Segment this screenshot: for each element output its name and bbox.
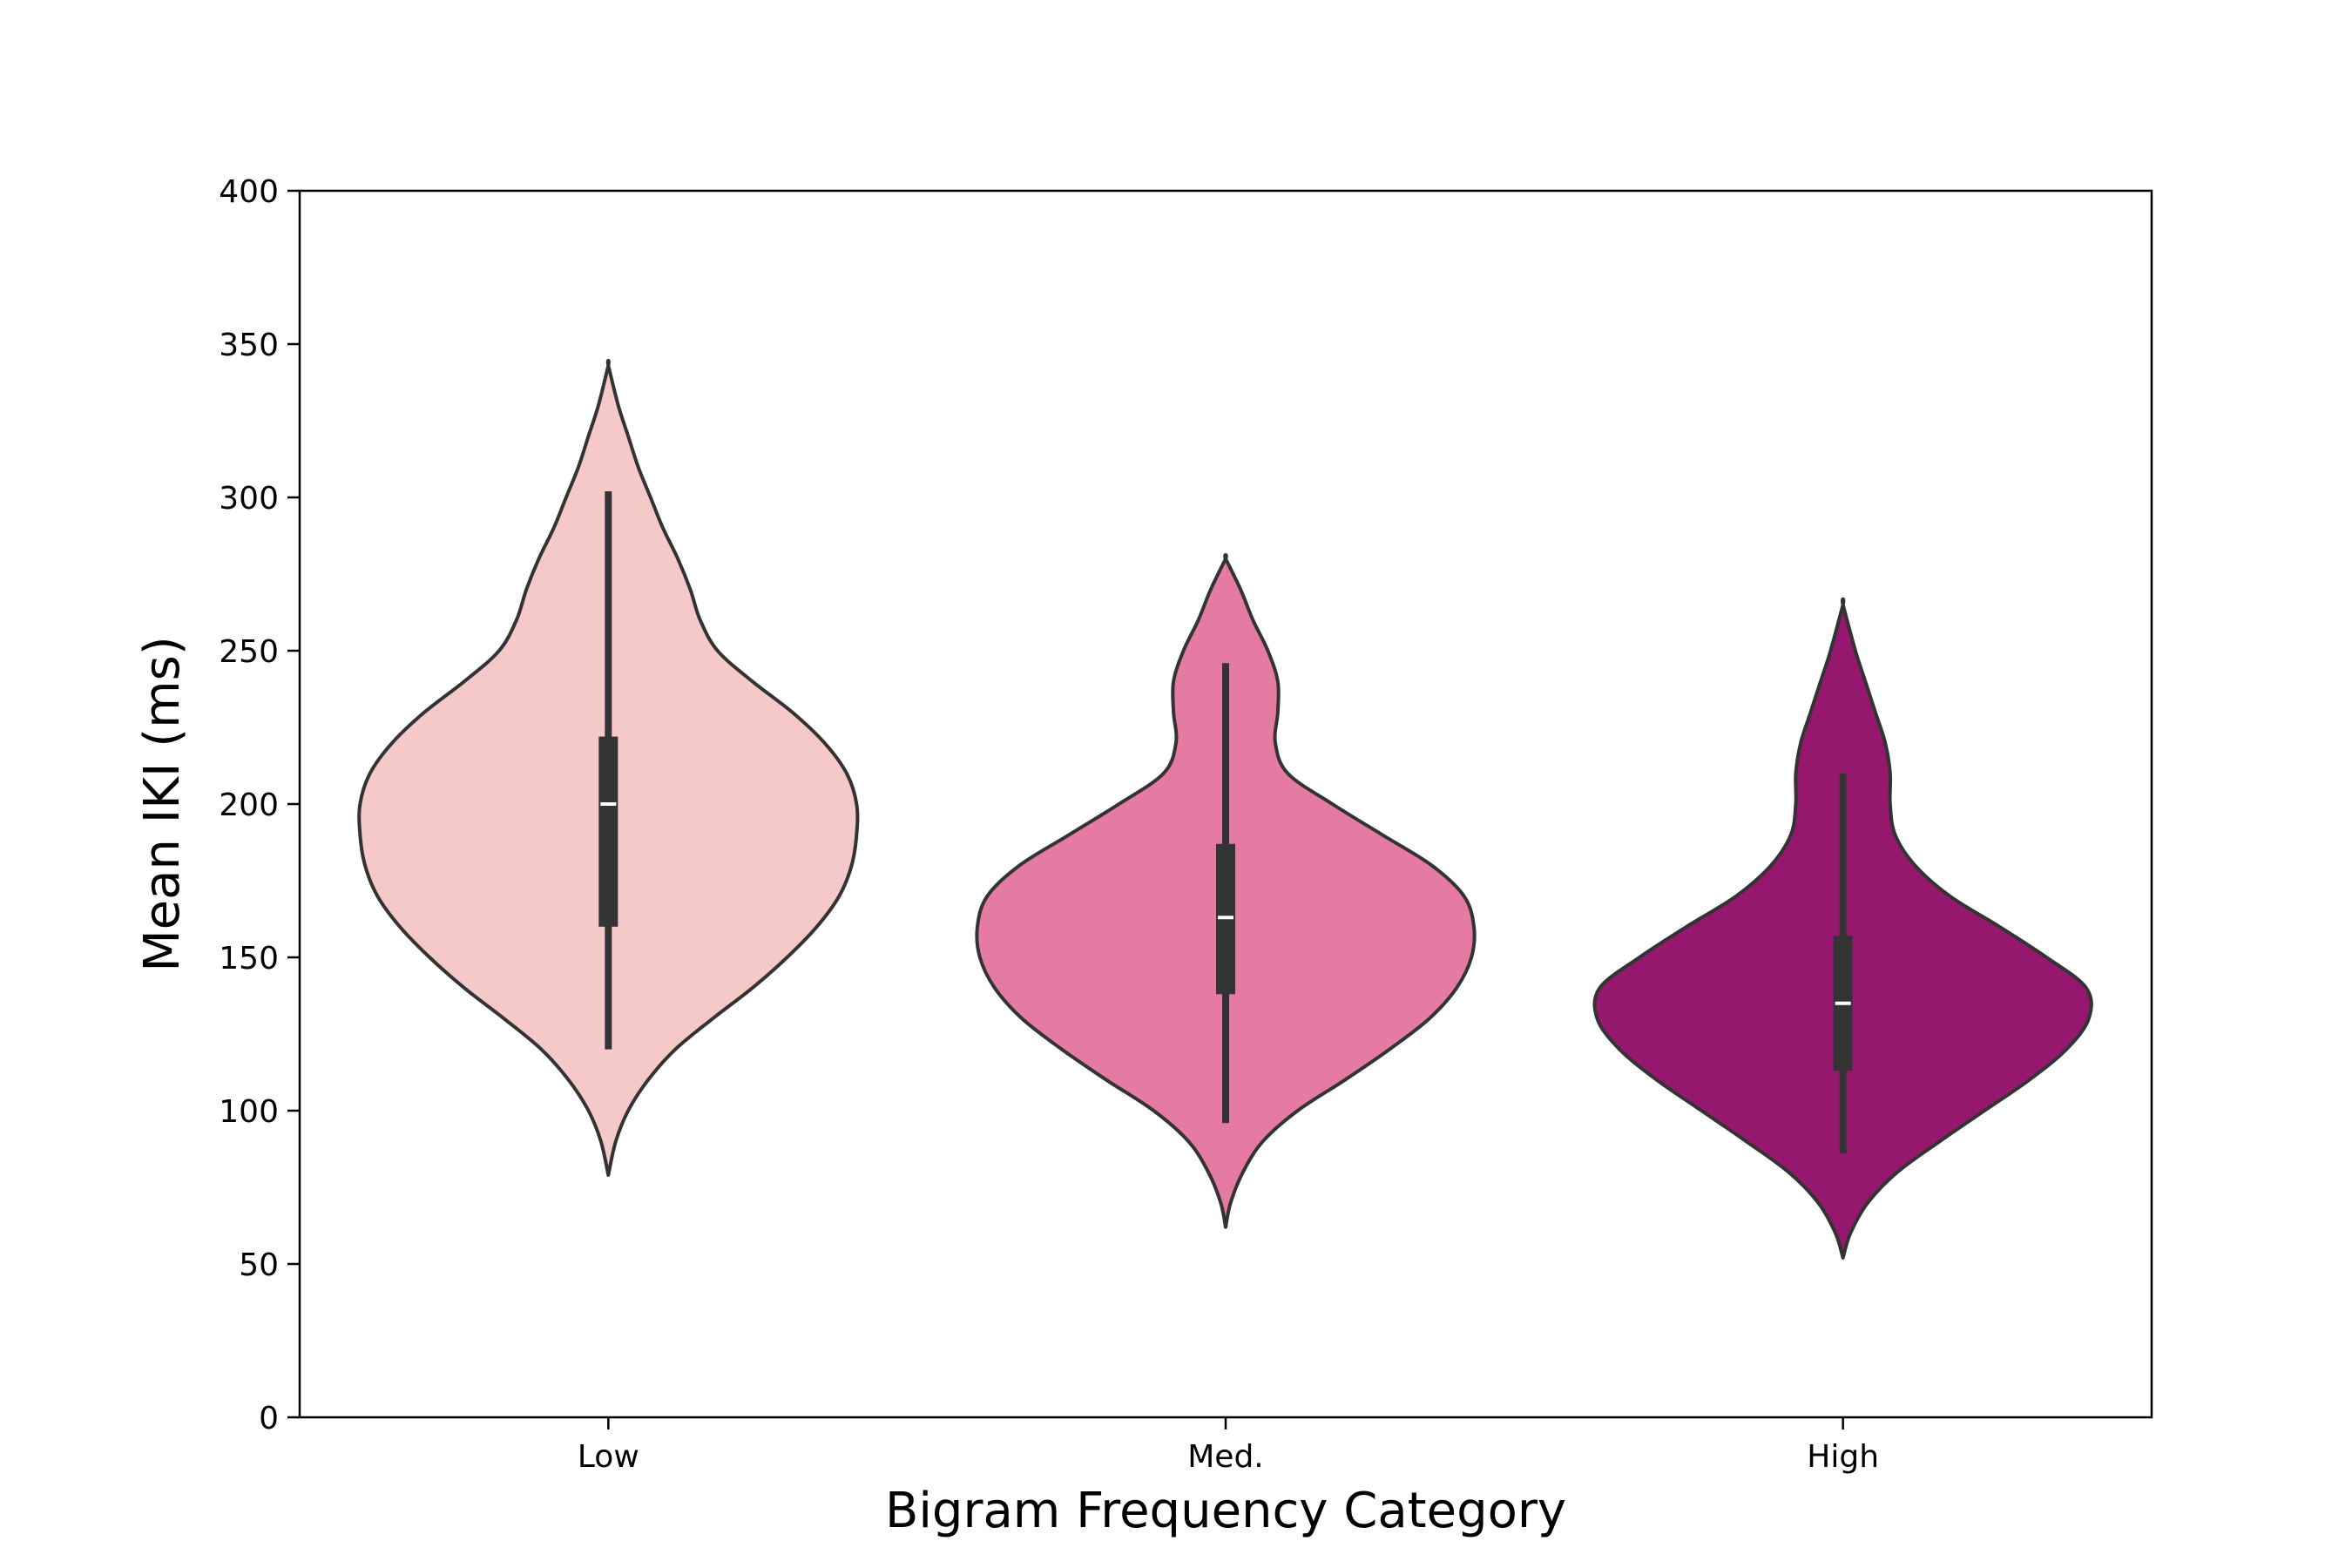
x-tick-label: Low [578,1439,639,1475]
y-tick-label: 350 [219,328,279,363]
x-tick-label: Med. [1187,1439,1264,1475]
y-tick-label: 400 [219,174,279,210]
box-layer [598,490,1853,1154]
y-tick-label: 150 [219,941,279,977]
y-tick-label: 0 [259,1401,279,1436]
y-axis: 0 50 100 150 200 250 300 350 400 [219,174,300,1436]
y-tick-label: 250 [219,634,279,670]
y-tick-label: 300 [219,481,279,517]
y-tick-label: 50 [239,1247,279,1283]
x-axis-label: Bigram Frequency Category [885,1483,1566,1539]
y-tick-label: 100 [219,1094,279,1130]
y-tick-label: 200 [219,787,279,823]
iqr-box [598,736,618,927]
y-axis-label: Mean IKI (ms) [134,636,191,971]
x-tick-label: High [1807,1439,1879,1475]
x-axis: Low Med. High [578,1417,1879,1475]
